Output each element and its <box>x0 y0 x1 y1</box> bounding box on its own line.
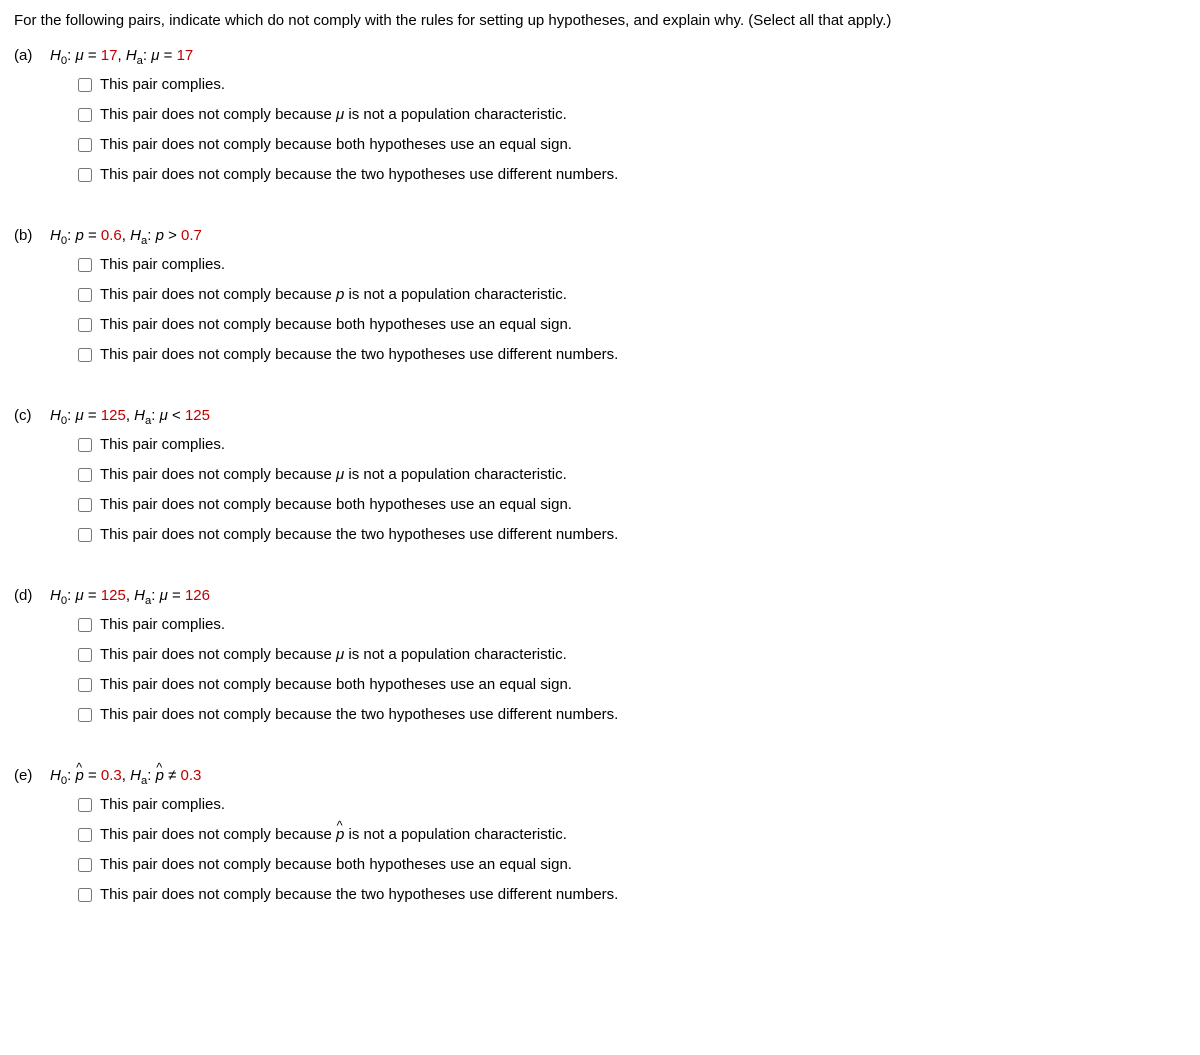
option-checkbox[interactable] <box>78 798 92 812</box>
option-checkbox[interactable] <box>78 258 92 272</box>
hypothesis-text: H0: μ = 125, Ha: μ = 126 <box>50 587 210 607</box>
question-header: (d)H0: μ = 125, Ha: μ = 126 <box>14 587 1186 607</box>
option-row[interactable]: This pair complies. <box>78 793 1186 817</box>
question-label: (a) <box>14 47 50 64</box>
options-list: This pair complies. This pair does not co… <box>78 253 1186 367</box>
option-text: This pair does not comply because the tw… <box>100 163 618 187</box>
option-row[interactable]: This pair does not comply because the tw… <box>78 343 1186 367</box>
option-checkbox[interactable] <box>78 288 92 302</box>
option-row[interactable]: This pair does not comply because μ is n… <box>78 643 1186 667</box>
option-text: This pair does not comply because the tw… <box>100 343 618 367</box>
option-checkbox[interactable] <box>78 168 92 182</box>
option-checkbox[interactable] <box>78 108 92 122</box>
option-text: This pair does not comply because μ is n… <box>100 103 567 127</box>
hypothesis-text: H0: p = 0.3, Ha: p ≠ 0.3 <box>50 767 201 787</box>
hypothesis-text: H0: μ = 125, Ha: μ < 125 <box>50 407 210 427</box>
option-text: This pair complies. <box>100 73 225 97</box>
question-e: (e)H0: p = 0.3, Ha: p ≠ 0.3 This pair com… <box>14 767 1186 907</box>
option-checkbox[interactable] <box>78 528 92 542</box>
option-text: This pair does not comply because μ is n… <box>100 643 567 667</box>
question-header: (b)H0: p = 0.6, Ha: p > 0.7 <box>14 227 1186 247</box>
question-b: (b)H0: p = 0.6, Ha: p > 0.7 This pair com… <box>14 227 1186 367</box>
option-checkbox[interactable] <box>78 888 92 902</box>
option-text: This pair does not comply because μ is n… <box>100 463 567 487</box>
question-a: (a)H0: μ = 17, Ha: μ = 17 This pair compl… <box>14 47 1186 187</box>
option-text: This pair does not comply because both h… <box>100 853 572 877</box>
option-text: This pair does not comply because both h… <box>100 493 572 517</box>
option-checkbox[interactable] <box>78 498 92 512</box>
question-label: (d) <box>14 587 50 604</box>
option-text: This pair does not comply because the tw… <box>100 523 618 547</box>
option-text: This pair does not comply because both h… <box>100 133 572 157</box>
option-row[interactable]: This pair does not comply because both h… <box>78 493 1186 517</box>
option-text: This pair does not comply because both h… <box>100 313 572 337</box>
option-checkbox[interactable] <box>78 648 92 662</box>
instruction-text: For the following pairs, indicate which … <box>14 10 1186 31</box>
option-checkbox[interactable] <box>78 858 92 872</box>
options-list: This pair complies. This pair does not co… <box>78 793 1186 907</box>
question-c: (c)H0: μ = 125, Ha: μ < 125 This pair com… <box>14 407 1186 547</box>
option-text: This pair complies. <box>100 793 225 817</box>
option-row[interactable]: This pair does not comply because p is n… <box>78 823 1186 847</box>
option-text: This pair does not comply because the tw… <box>100 703 618 727</box>
options-list: This pair complies. This pair does not co… <box>78 433 1186 547</box>
option-row[interactable]: This pair does not comply because both h… <box>78 133 1186 157</box>
option-text: This pair does not comply because p is n… <box>100 283 567 307</box>
questions-container: (a)H0: μ = 17, Ha: μ = 17 This pair compl… <box>14 47 1186 907</box>
option-text: This pair does not comply because both h… <box>100 673 572 697</box>
option-checkbox[interactable] <box>78 438 92 452</box>
option-row[interactable]: This pair does not comply because p is n… <box>78 283 1186 307</box>
option-checkbox[interactable] <box>78 468 92 482</box>
option-row[interactable]: This pair complies. <box>78 433 1186 457</box>
question-label: (e) <box>14 767 50 784</box>
hypothesis-text: H0: μ = 17, Ha: μ = 17 <box>50 47 193 67</box>
option-row[interactable]: This pair does not comply because both h… <box>78 673 1186 697</box>
option-row[interactable]: This pair does not comply because the tw… <box>78 523 1186 547</box>
options-list: This pair complies. This pair does not co… <box>78 73 1186 187</box>
option-checkbox[interactable] <box>78 78 92 92</box>
option-row[interactable]: This pair does not comply because μ is n… <box>78 463 1186 487</box>
option-text: This pair complies. <box>100 613 225 637</box>
option-checkbox[interactable] <box>78 138 92 152</box>
option-row[interactable]: This pair complies. <box>78 73 1186 97</box>
option-checkbox[interactable] <box>78 708 92 722</box>
option-checkbox[interactable] <box>78 828 92 842</box>
question-label: (b) <box>14 227 50 244</box>
option-checkbox[interactable] <box>78 618 92 632</box>
option-checkbox[interactable] <box>78 348 92 362</box>
question-header: (e)H0: p = 0.3, Ha: p ≠ 0.3 <box>14 767 1186 787</box>
option-text: This pair complies. <box>100 253 225 277</box>
option-row[interactable]: This pair complies. <box>78 253 1186 277</box>
option-row[interactable]: This pair does not comply because the tw… <box>78 163 1186 187</box>
question-d: (d)H0: μ = 125, Ha: μ = 126 This pair com… <box>14 587 1186 727</box>
option-row[interactable]: This pair does not comply because the tw… <box>78 883 1186 907</box>
question-header: (a)H0: μ = 17, Ha: μ = 17 <box>14 47 1186 67</box>
option-text: This pair complies. <box>100 433 225 457</box>
option-checkbox[interactable] <box>78 318 92 332</box>
option-row[interactable]: This pair does not comply because both h… <box>78 313 1186 337</box>
option-text: This pair does not comply because p is n… <box>100 823 567 847</box>
hypothesis-text: H0: p = 0.6, Ha: p > 0.7 <box>50 227 202 247</box>
option-text: This pair does not comply because the tw… <box>100 883 618 907</box>
options-list: This pair complies. This pair does not co… <box>78 613 1186 727</box>
question-label: (c) <box>14 407 50 424</box>
option-row[interactable]: This pair complies. <box>78 613 1186 637</box>
question-header: (c)H0: μ = 125, Ha: μ < 125 <box>14 407 1186 427</box>
option-row[interactable]: This pair does not comply because μ is n… <box>78 103 1186 127</box>
option-checkbox[interactable] <box>78 678 92 692</box>
option-row[interactable]: This pair does not comply because both h… <box>78 853 1186 877</box>
option-row[interactable]: This pair does not comply because the tw… <box>78 703 1186 727</box>
